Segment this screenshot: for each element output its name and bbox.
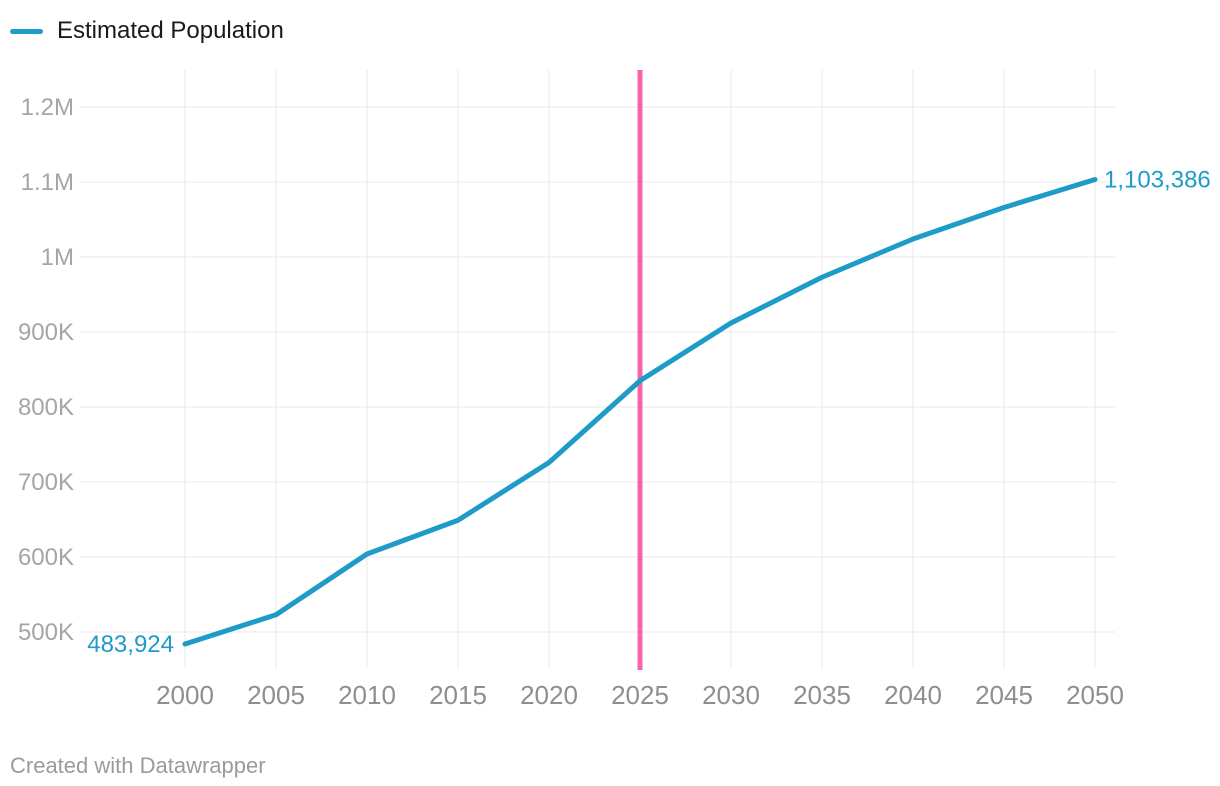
- x-tick-label: 2005: [247, 680, 305, 710]
- legend-item-label: Estimated Population: [57, 17, 284, 44]
- point-label-first: 483,924: [87, 631, 174, 658]
- x-tick-label: 2035: [793, 680, 851, 710]
- chart-attribution: Created with Datawrapper: [10, 753, 266, 778]
- chart-legend: Estimated Population: [10, 17, 284, 45]
- legend-line-swatch: [10, 28, 43, 34]
- x-tick-label: 2040: [884, 680, 942, 710]
- legend-item: Estimated Population: [10, 17, 284, 45]
- y-tick-label: 800K: [18, 394, 74, 421]
- x-tick-label: 2010: [338, 680, 396, 710]
- series-line-estimated-population: [182, 176, 1098, 647]
- x-tick-label: 2030: [702, 680, 760, 710]
- y-tick-label: 1M: [41, 244, 74, 271]
- y-tick-label: 500K: [18, 619, 74, 646]
- x-tick-label: 2045: [975, 680, 1033, 710]
- x-tick-label: 2025: [611, 680, 669, 710]
- x-tick-label: 2020: [520, 680, 578, 710]
- y-tick-label: 900K: [18, 319, 74, 346]
- chart-svg: 500K 600K 700K 800K 900K 1M 1.1M 1.2M 2000 2005 20…: [18, 70, 1211, 710]
- x-tick-label: 2000: [156, 680, 214, 710]
- y-tick-label: 1.1M: [21, 169, 74, 196]
- y-tick-label: 700K: [18, 469, 74, 496]
- point-label-last: 1,103,386: [1104, 166, 1211, 193]
- y-tick-label: 600K: [18, 544, 74, 571]
- x-tick-label: 2015: [429, 680, 487, 710]
- y-tick-label: 1.2M: [21, 94, 74, 121]
- x-tick-label: 2050: [1066, 680, 1124, 710]
